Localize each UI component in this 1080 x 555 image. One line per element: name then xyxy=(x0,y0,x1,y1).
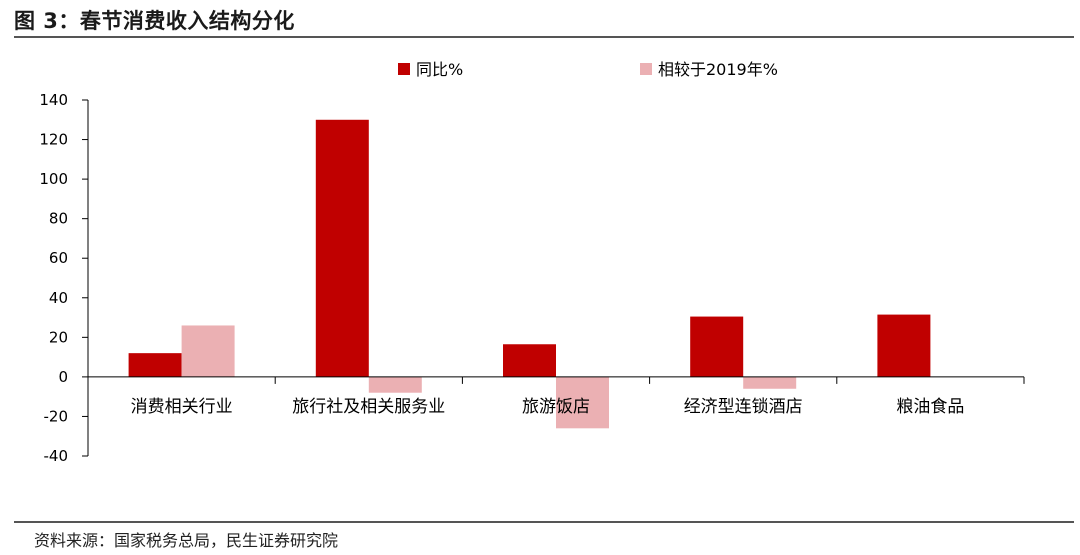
bar-series-1-5 xyxy=(877,314,931,377)
y-tick-label: 120 xyxy=(39,131,68,149)
bars xyxy=(128,119,931,429)
y-tick-label: 40 xyxy=(49,289,68,307)
y-tick-label: 100 xyxy=(39,170,68,188)
y-tick-label: 20 xyxy=(49,328,68,346)
legend-label-2: 相较于2019年% xyxy=(658,60,778,79)
title-rule xyxy=(14,36,1074,38)
y-tick-label: 80 xyxy=(49,210,68,228)
bar-series-1-4 xyxy=(690,316,744,377)
y-tick-label: 0 xyxy=(58,368,68,386)
bar-series-2-2 xyxy=(368,376,422,393)
x-category-label: 粮油食品 xyxy=(896,397,964,417)
bar-series-1-2 xyxy=(315,119,369,377)
legend-swatch-1 xyxy=(398,63,410,75)
x-category-label: 消费相关行业 xyxy=(131,397,233,417)
x-category-label: 旅行社及相关服务业 xyxy=(292,397,445,417)
figure-title: 图 3：春节消费收入结构分化 xyxy=(14,9,295,33)
source-rule xyxy=(14,521,1074,523)
y-tick-label: 140 xyxy=(39,91,68,109)
x-category-label: 经济型连锁酒店 xyxy=(684,397,803,417)
x-category-label: 旅游饭店 xyxy=(522,397,590,417)
source-note: 资料来源：国家税务总局，民生证券研究院 xyxy=(34,531,339,550)
chart-legend: 同比% 相较于2019年% xyxy=(398,60,778,79)
bar-series-1-1 xyxy=(128,353,182,377)
bar-chart: 同比% 相较于2019年% -40 -20 0 20 40 60 80 100 120 140 消费… xyxy=(39,60,1025,465)
bar-series-2-4 xyxy=(743,376,797,389)
x-axis: 消费相关行业 旅行社及相关服务业 旅游饭店 经济型连锁酒店 粮油食品 xyxy=(87,376,1025,417)
legend-swatch-2 xyxy=(640,63,652,75)
legend-label-1: 同比% xyxy=(416,60,463,79)
bar-series-1-3 xyxy=(503,344,556,377)
y-tick-label: -20 xyxy=(44,407,69,425)
y-axis: -40 -20 0 20 40 60 80 100 120 140 xyxy=(39,91,89,465)
y-tick-label: 60 xyxy=(49,249,68,267)
bar-series-2-3 xyxy=(556,376,609,429)
y-tick-label: -40 xyxy=(44,447,69,465)
bar-series-2-1 xyxy=(181,325,235,377)
